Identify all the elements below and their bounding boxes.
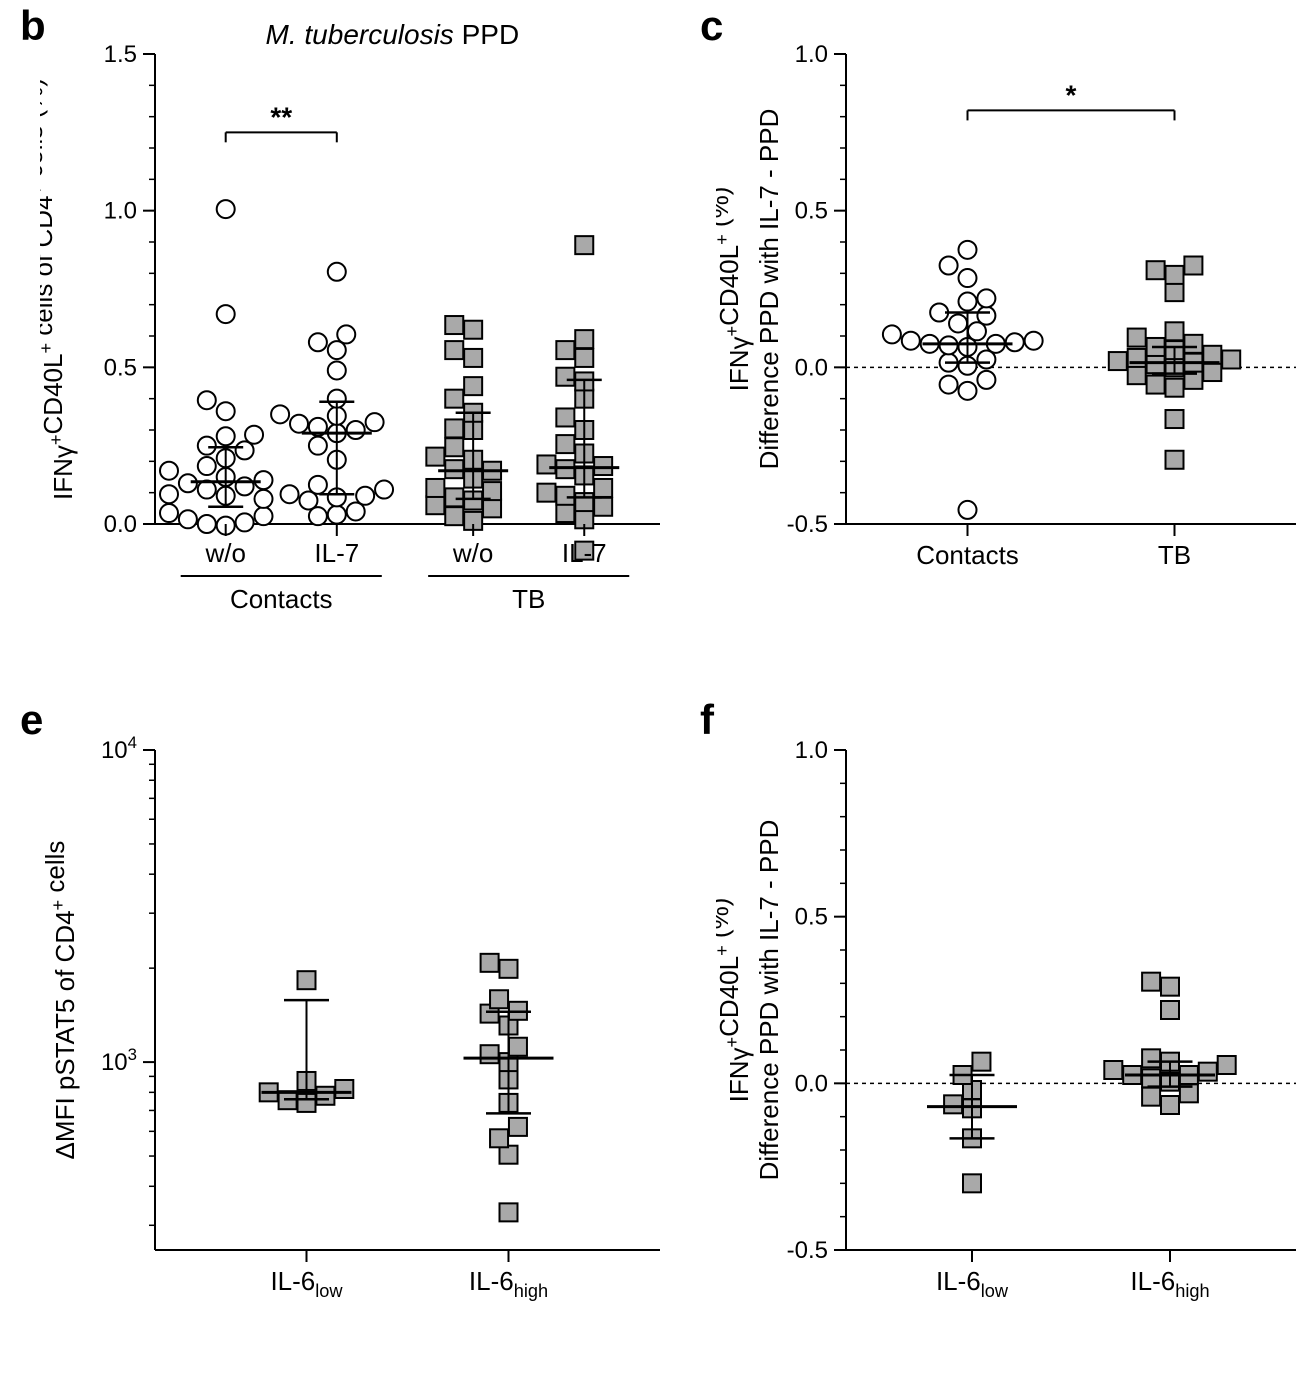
svg-text:1.5: 1.5 bbox=[104, 41, 137, 68]
panel-b-title: M. tuberculosis PPD bbox=[266, 19, 520, 50]
svg-text:1.0: 1.0 bbox=[795, 737, 828, 764]
svg-text:*: * bbox=[1066, 79, 1077, 110]
svg-text:104: 104 bbox=[101, 733, 137, 764]
svg-text:0.0: 0.0 bbox=[104, 511, 137, 538]
panel-f: -0.5 0.0 0.5 1.0 IFNγ+CD40L+ (%)Difference P… bbox=[716, 710, 1316, 1390]
svg-text:IL-7: IL-7 bbox=[314, 538, 359, 568]
svg-text:TB: TB bbox=[1158, 540, 1191, 570]
svg-text:1.0: 1.0 bbox=[795, 41, 828, 68]
svg-text:Difference PPD with IL-7 - PPD: Difference PPD with IL-7 - PPD bbox=[754, 820, 784, 1181]
svg-text:IFNγ+CD40L+ (%): IFNγ+CD40L+ (%) bbox=[716, 187, 754, 392]
svg-text:ΔMFI pSTAT5 of CD4+ cells: ΔMFI pSTAT5 of CD4+ cells bbox=[40, 841, 80, 1160]
svg-text:-0.5: -0.5 bbox=[787, 1237, 828, 1264]
svg-text:IL-7: IL-7 bbox=[562, 538, 607, 568]
svg-text:-0.5: -0.5 bbox=[787, 511, 828, 538]
panel-b-ylabel: IFNγ+CD40L+ cells of CD4+ cells (%) bbox=[40, 78, 78, 500]
svg-text:1.0: 1.0 bbox=[104, 198, 137, 225]
svg-text:0.5: 0.5 bbox=[795, 198, 828, 225]
figure: b c e f M. tuberculosis PPD0.00.51.01.5I… bbox=[0, 0, 1316, 1396]
svg-text:0.0: 0.0 bbox=[795, 354, 828, 381]
svg-text:w/o: w/o bbox=[204, 538, 245, 568]
svg-text:IL-6low: IL-6low bbox=[270, 1266, 343, 1301]
panel-label-f: f bbox=[700, 696, 714, 744]
panel-c: -0.5 0.0 0.5 1.0 IFNγ+CD40L+ (%)Difference P… bbox=[716, 14, 1316, 694]
svg-text:IL-6low: IL-6low bbox=[936, 1266, 1009, 1301]
svg-text:0.5: 0.5 bbox=[104, 354, 137, 381]
svg-text:IL-6high: IL-6high bbox=[1130, 1266, 1209, 1301]
svg-text:0.0: 0.0 bbox=[795, 1070, 828, 1097]
svg-text:TB: TB bbox=[512, 584, 545, 614]
svg-text:IL-6high: IL-6high bbox=[469, 1266, 548, 1301]
svg-text:103: 103 bbox=[101, 1045, 137, 1076]
svg-text:w/o: w/o bbox=[452, 538, 493, 568]
svg-text:**: ** bbox=[270, 101, 292, 132]
svg-text:Difference PPD with IL-7 - PPD: Difference PPD with IL-7 - PPD bbox=[754, 109, 784, 470]
svg-text:IFNγ+CD40L+ (%): IFNγ+CD40L+ (%) bbox=[716, 898, 754, 1103]
panel-b: M. tuberculosis PPD 0.0 0.5 1.0 1.5 IFNγ+CD40… bbox=[40, 14, 680, 694]
svg-text:Contacts: Contacts bbox=[916, 540, 1019, 570]
svg-text:Contacts: Contacts bbox=[230, 584, 333, 614]
svg-text:0.5: 0.5 bbox=[795, 904, 828, 931]
panel-e: 103 104 ΔMFI pSTAT5 of CD4+ cells IL-6low IL… bbox=[40, 710, 680, 1390]
